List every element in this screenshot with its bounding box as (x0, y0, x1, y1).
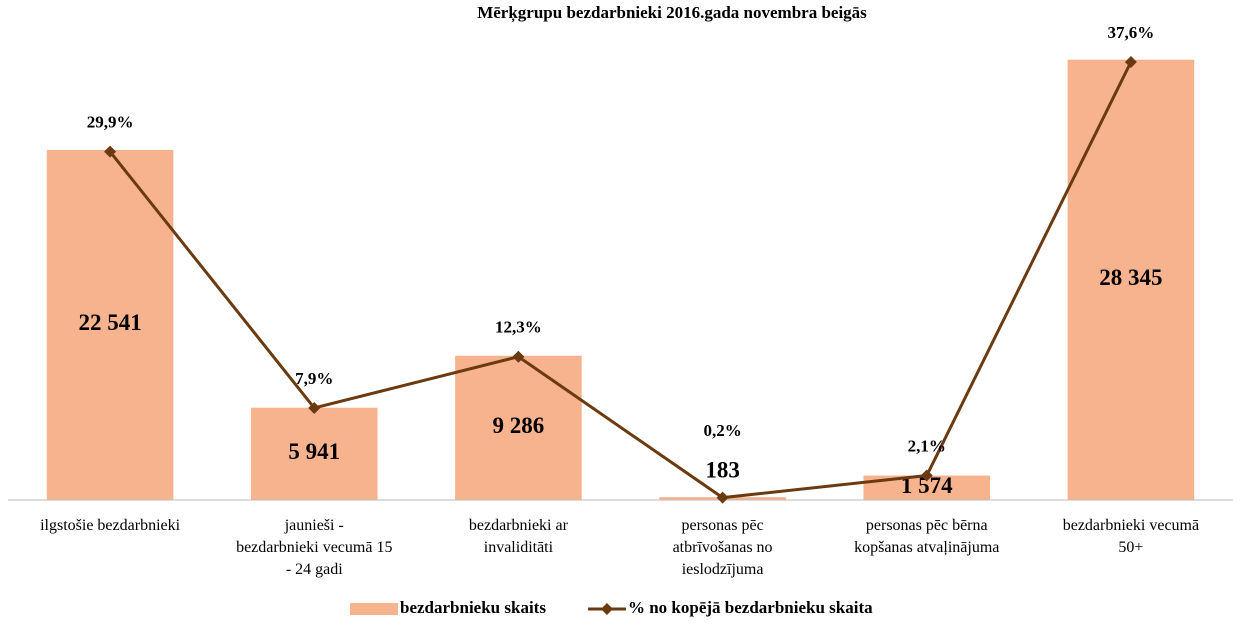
chart-title: Mērķgrupu bezdarbnieki 2016.gada novembr… (477, 3, 867, 23)
legend-marker (600, 603, 613, 615)
x-tick-label: jaunieši -bezdarbnieki vecumā 15- 24 gad… (236, 517, 392, 578)
bar (250, 407, 378, 500)
bar-value-label: 28 345 (1099, 265, 1162, 290)
x-tick-label: bezdarbnieki ar invaliditāti (469, 517, 569, 556)
bar-value-label: 9 286 (493, 413, 545, 438)
line-value-label: 37,6% (1108, 23, 1155, 42)
bar (455, 355, 582, 500)
line-marker (512, 350, 525, 363)
bar-value-label: 183 (705, 457, 740, 482)
x-tick-label: bezdarbnieki vecumā 50+ (1063, 517, 1199, 556)
legend-label: bezdarbnieku skaits (400, 598, 546, 617)
line-value-label: 2,1% (908, 436, 946, 455)
bar (1067, 59, 1195, 500)
line-marker (1124, 55, 1137, 68)
legend-swatch (350, 603, 398, 615)
x-tick-label: ilgstošie bezdarbnieki (40, 517, 181, 534)
bar-value-label: 22 541 (78, 310, 141, 335)
bar-value-label: 5 941 (288, 439, 340, 464)
legend-label: % no kopējā bezdarbnieku skaita (628, 598, 873, 617)
line-marker (104, 145, 117, 158)
x-tick-label: personas pēc atbrīvošanas no ieslodzījuma (673, 517, 773, 578)
x-tick-label: personas pēc bērna kopšanas atvaļinājuma (854, 517, 999, 556)
line-value-label: 7,9% (295, 369, 333, 388)
line-value-label: 29,9% (87, 113, 134, 132)
bar (46, 149, 174, 500)
line (108, 61, 1133, 500)
line-marker (716, 491, 729, 504)
line-value-label: 0,2% (703, 421, 741, 440)
line-marker (308, 401, 321, 414)
line-value-label: 12,3% (495, 318, 542, 337)
line-marker (920, 469, 933, 482)
